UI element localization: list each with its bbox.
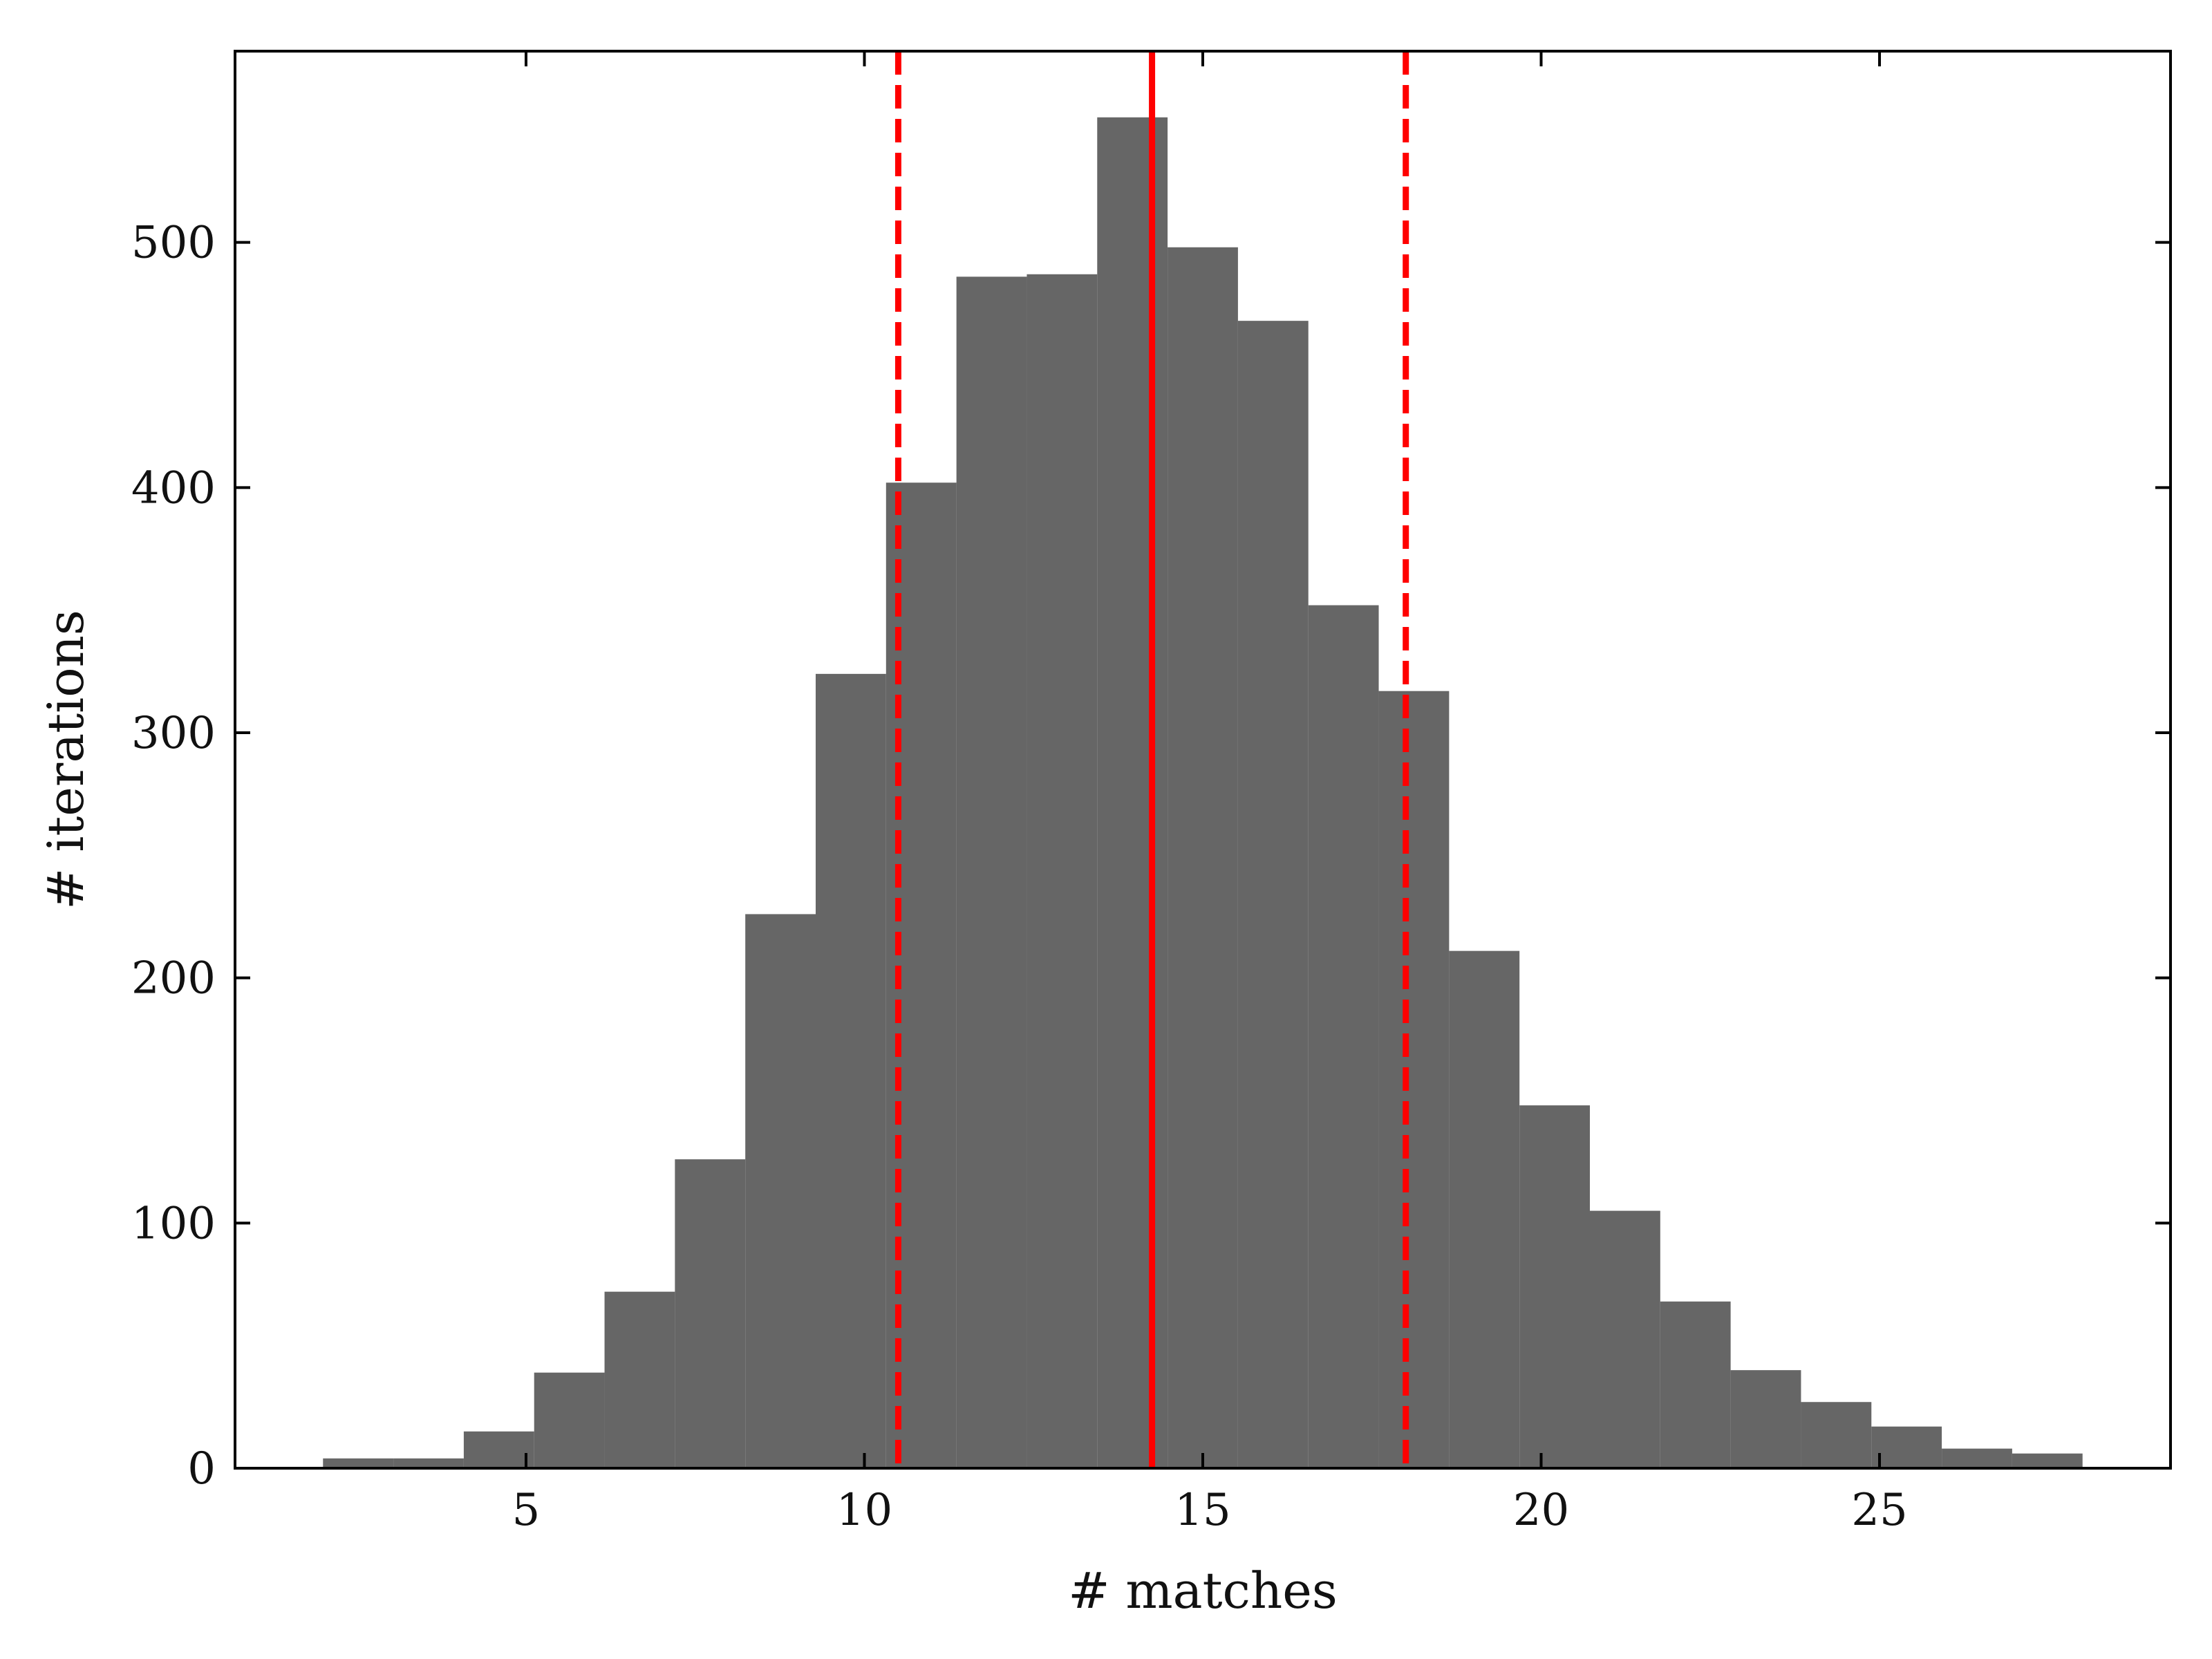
y-tick-label: 500: [131, 218, 216, 269]
x-axis-label: # matches: [1068, 1562, 1338, 1620]
histogram-bar: [1660, 1301, 1731, 1468]
histogram-bar: [816, 673, 886, 1469]
axis-ticks: [235, 51, 2171, 1470]
x-tick-label: 15: [1174, 1485, 1230, 1536]
plot-frame: [234, 50, 2172, 1470]
y-axis-label: # iterations: [37, 610, 95, 910]
y-tick-label: 400: [131, 462, 216, 514]
x-tick-label: 20: [1513, 1485, 1569, 1536]
reference-lines: [894, 51, 1409, 1468]
histogram-bar: [393, 1458, 464, 1468]
histogram-bar: [1590, 1210, 1660, 1468]
histogram-bar: [1801, 1402, 1872, 1468]
histogram-bar: [1449, 950, 1520, 1468]
histogram-bar: [604, 1291, 675, 1468]
histogram-bar: [1237, 321, 1309, 1468]
histogram-bars: [323, 117, 2083, 1469]
histogram-bar: [745, 914, 816, 1468]
x-tick-label: 25: [1851, 1485, 1907, 1536]
x-tick-label: 5: [512, 1485, 541, 1536]
y-tick-label: 300: [131, 708, 216, 759]
histogram-bar: [1168, 247, 1238, 1468]
histogram-bar: [1027, 274, 1098, 1468]
histogram-bar: [1730, 1370, 1801, 1468]
tick-labels: 5 10 15 20 25 0 100 200 300 400 500: [131, 218, 1908, 1536]
histogram-bar: [323, 1458, 394, 1468]
histogram-bar: [1097, 117, 1168, 1469]
histogram-bar: [1942, 1448, 2012, 1468]
y-tick-label: 100: [131, 1198, 216, 1249]
histogram-bar: [1308, 605, 1379, 1468]
x-tick-label: 10: [836, 1485, 892, 1536]
histogram-bar: [1519, 1105, 1590, 1468]
y-tick-label: 200: [131, 953, 216, 1004]
y-tick-label: 0: [187, 1443, 216, 1494]
histogram-bar: [534, 1372, 605, 1468]
histogram-bar: [1871, 1426, 1942, 1468]
histogram-bar: [956, 276, 1027, 1468]
histogram-bar: [1378, 691, 1450, 1468]
histogram-bar: [463, 1431, 534, 1468]
histogram-bar: [675, 1159, 746, 1468]
histogram-bar: [2012, 1453, 2083, 1468]
